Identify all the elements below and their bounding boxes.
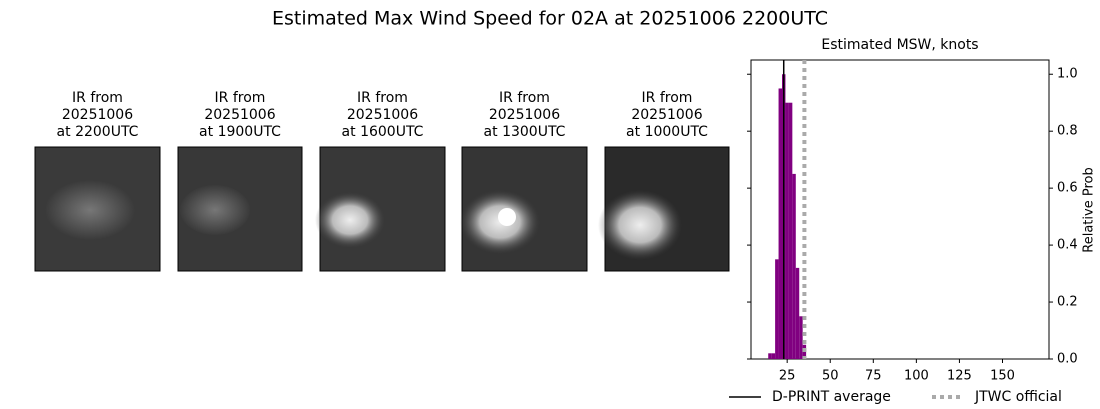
cloud <box>180 185 250 235</box>
figure-title: Estimated Max Wind Speed for 02A at 2025… <box>272 8 828 30</box>
panel-title: 20251006 <box>204 107 275 123</box>
panel-title: IR from <box>357 90 408 106</box>
bar <box>795 267 800 359</box>
y-tick-label: 0.0 <box>1057 352 1078 367</box>
satellite-images <box>34 146 730 272</box>
cloud <box>45 180 135 240</box>
x-tick-label: 25 <box>779 369 796 384</box>
panel-title: IR from <box>642 90 693 106</box>
cloud <box>498 208 516 226</box>
y-tick-label: 0.6 <box>1057 181 1078 196</box>
panel-title: 20251006 <box>347 107 418 123</box>
panel-title: IR from <box>72 90 123 106</box>
bar <box>785 102 789 359</box>
panel-title: at 1900UTC <box>199 124 281 140</box>
panel-title: 20251006 <box>489 107 560 123</box>
panel-title: IR from <box>215 90 266 106</box>
x-tick-label: 75 <box>865 369 882 384</box>
panel-title: at 1300UTC <box>484 124 566 140</box>
panel-title: 20251006 <box>631 107 702 123</box>
cloud <box>315 192 385 248</box>
plot-frame <box>750 59 1050 360</box>
x-tick-label: 125 <box>947 369 972 384</box>
panel-title: at 1000UTC <box>626 124 708 140</box>
x-tick-label: 100 <box>904 369 929 384</box>
bar <box>799 316 803 359</box>
bar <box>768 353 772 359</box>
panel-title: IR from <box>499 90 550 106</box>
bar <box>792 173 796 359</box>
panel-title: at 2200UTC <box>57 124 139 140</box>
bar <box>788 102 793 359</box>
y-tick-label: 0.2 <box>1057 295 1078 310</box>
bar <box>778 88 783 359</box>
y-axis-label: Relative Prob <box>1082 167 1097 252</box>
y-tick-label: 0.4 <box>1057 238 1078 253</box>
panel-title: at 1600UTC <box>342 124 424 140</box>
panel-title: 20251006 <box>62 107 133 123</box>
bar <box>771 353 776 359</box>
y-tick-label: 0.8 <box>1057 124 1078 139</box>
cloud <box>598 190 682 260</box>
bar <box>775 259 779 359</box>
legend-label: JTWC official <box>974 389 1062 405</box>
chart-title: Estimated MSW, knots <box>821 37 978 53</box>
y-tick-label: 1.0 <box>1057 67 1078 82</box>
x-tick-label: 50 <box>822 369 839 384</box>
x-tick-label: 150 <box>990 369 1015 384</box>
legend-label: D-PRINT average <box>772 389 891 405</box>
